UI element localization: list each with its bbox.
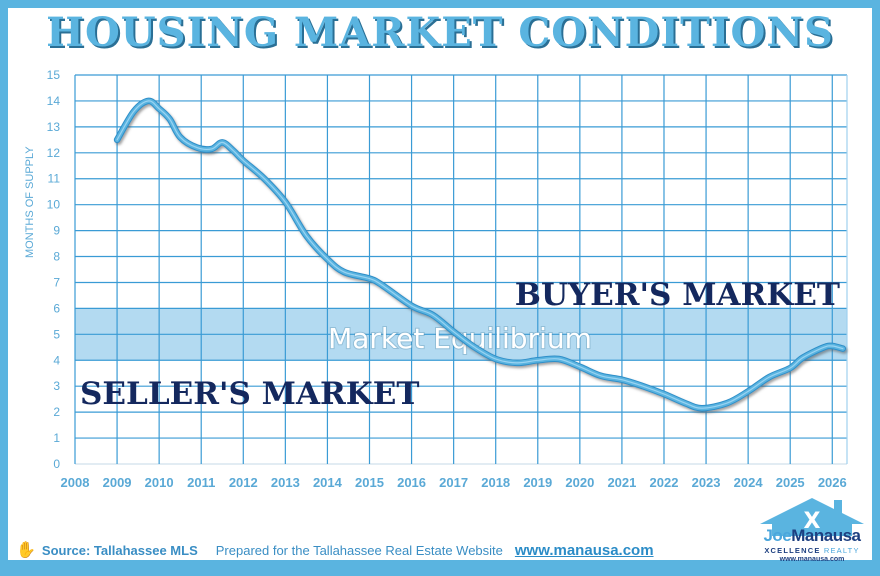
logo-name: JoeManausa (763, 526, 861, 545)
grid-lines (74, 74, 848, 465)
svg-text:2019: 2019 (523, 475, 552, 490)
svg-text:2016: 2016 (397, 475, 426, 490)
svg-text:13: 13 (47, 120, 61, 134)
svg-text:2011: 2011 (187, 475, 215, 490)
svg-text:7: 7 (53, 275, 60, 289)
svg-text:2020: 2020 (565, 475, 594, 490)
svg-text:2024: 2024 (734, 475, 764, 490)
source-text: Source: Tallahassee MLS (41, 542, 198, 558)
svg-text:2010: 2010 (145, 475, 174, 490)
svg-text:6: 6 (53, 301, 60, 315)
svg-text:2015: 2015 (355, 475, 384, 490)
website-link[interactable]: www.manausa.com (514, 541, 654, 559)
svg-text:2023: 2023 (692, 475, 721, 490)
buyers-market-label: BUYER'S MARKET (515, 277, 840, 313)
svg-text:11: 11 (48, 172, 61, 186)
svg-text:X: X (804, 509, 821, 534)
svg-text:4: 4 (53, 353, 60, 367)
svg-text:3: 3 (53, 379, 60, 393)
months-of-supply-line (113, 97, 847, 412)
svg-text:2: 2 (53, 405, 60, 419)
svg-text:2017: 2017 (439, 475, 468, 490)
svg-text:2021: 2021 (607, 475, 636, 490)
svg-text:12: 12 (47, 146, 61, 160)
prepared-text: Prepared for the Tallahassee Real Estate… (215, 542, 503, 558)
svg-text:2008: 2008 (61, 475, 90, 490)
svg-text:2022: 2022 (650, 475, 679, 490)
svg-text:15: 15 (47, 68, 61, 82)
svg-text:14: 14 (47, 94, 61, 108)
svg-text:0: 0 (53, 457, 60, 471)
sellers-market-label: SELLER'S MARKET (80, 376, 419, 412)
chart-title: HOUSING MARKET CONDITIONS (46, 9, 834, 56)
svg-text:8: 8 (53, 250, 60, 264)
x-axis-ticks: 2008 2009 2010 2011 2012 2013 2014 2015 2016 2017… (61, 475, 847, 490)
svg-text:2018: 2018 (481, 475, 510, 490)
svg-text:9: 9 (53, 224, 60, 238)
logo-tagline: XCELLENCE REALTY (764, 546, 860, 555)
svg-text:10: 10 (47, 198, 61, 212)
footer: ✋ Source: Tallahassee MLS Prepared for t… (16, 540, 654, 560)
svg-text:2012: 2012 (229, 475, 258, 490)
logo-url: www.manausa.com (779, 556, 845, 563)
svg-text:2025: 2025 (776, 475, 805, 490)
company-logo[interactable]: X JoeManausa XCELLENCE REALTY www.manaus… (752, 496, 872, 566)
svg-text:2013: 2013 (271, 475, 300, 490)
house-icon: X (760, 498, 864, 536)
svg-text:2014: 2014 (313, 475, 343, 490)
svg-text:2026: 2026 (818, 475, 847, 490)
svg-text:5: 5 (53, 327, 60, 341)
svg-text:1: 1 (53, 431, 60, 445)
hand-icon: ✋ (16, 542, 36, 559)
svg-text:2009: 2009 (103, 475, 132, 490)
